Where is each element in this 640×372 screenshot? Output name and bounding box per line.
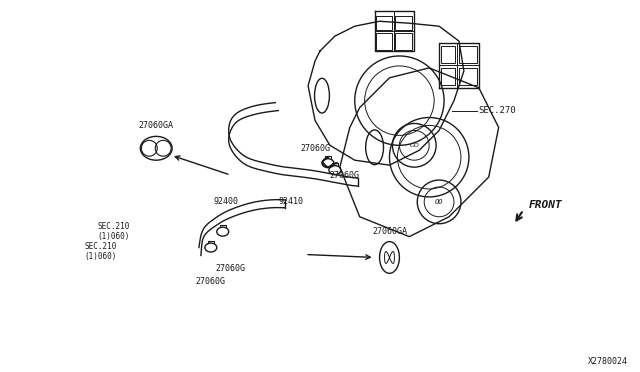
Text: 27060G: 27060G <box>216 264 246 273</box>
Bar <box>441 68 455 85</box>
Text: OO: OO <box>435 199 444 205</box>
Bar <box>441 46 455 63</box>
Text: 27060G: 27060G <box>196 277 226 286</box>
Text: 27060G: 27060G <box>330 171 360 180</box>
Bar <box>459 68 477 85</box>
Text: OO: OO <box>410 143 419 148</box>
Text: SEC.210
(1)060): SEC.210 (1)060) <box>97 222 129 241</box>
Text: 92400: 92400 <box>214 198 239 206</box>
Text: 92410: 92410 <box>278 198 303 206</box>
Bar <box>376 16 392 30</box>
Text: 27060G: 27060G <box>300 144 330 153</box>
Text: 27060GA: 27060GA <box>139 121 173 131</box>
Bar <box>376 33 392 50</box>
Bar <box>396 33 412 50</box>
Text: 27060GA: 27060GA <box>372 227 407 235</box>
Text: SEC.270: SEC.270 <box>479 106 516 115</box>
Bar <box>459 46 477 63</box>
Text: FRONT: FRONT <box>529 200 562 210</box>
Text: SEC.210
(1)060): SEC.210 (1)060) <box>84 242 116 261</box>
Text: X2780024: X2780024 <box>588 357 628 366</box>
Bar <box>396 16 412 30</box>
